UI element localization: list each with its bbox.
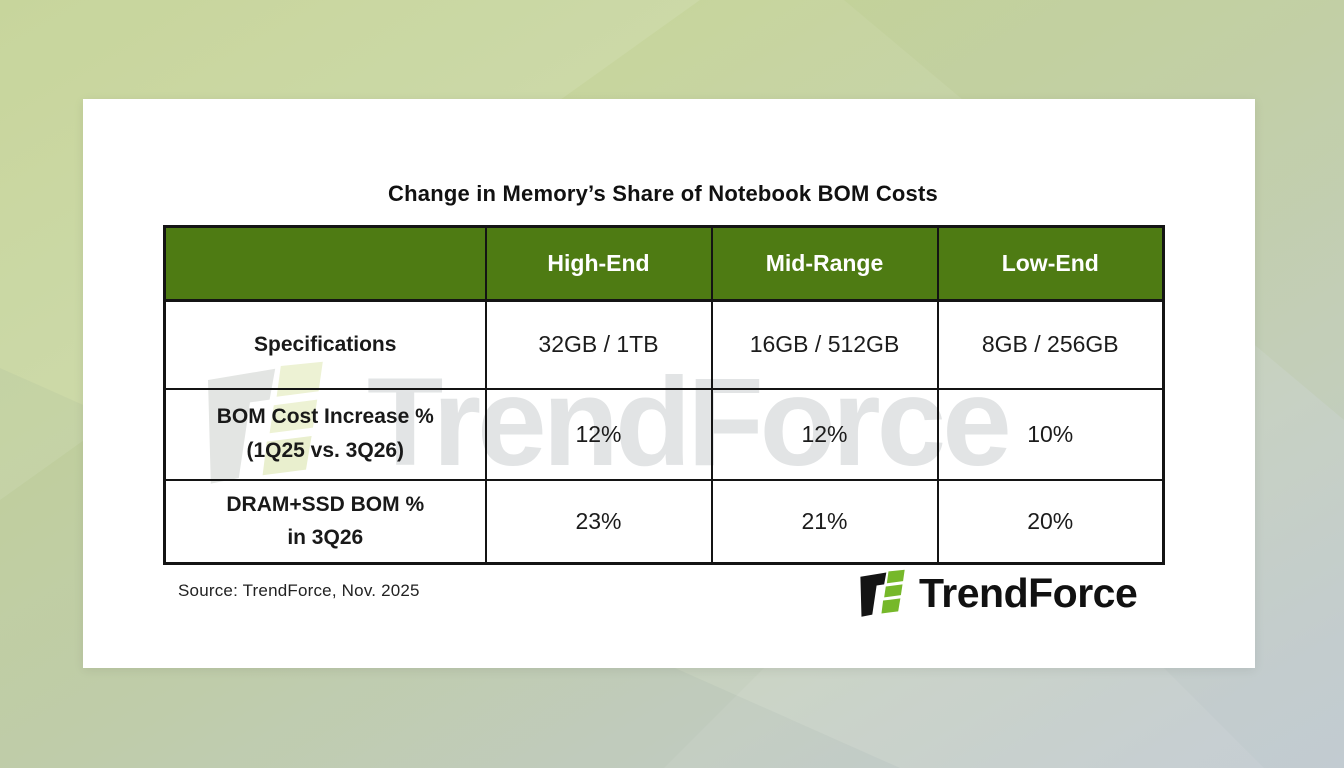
row-label-line1: DRAM+SSD BOM % [226, 492, 425, 516]
row-label-line1: Specifications [254, 332, 397, 356]
table-cell: 16GB / 512GB [710, 299, 939, 390]
row-label-line1: BOM Cost Increase % [216, 405, 434, 429]
header-cell-empty [163, 225, 487, 302]
trendforce-logo-text: TrendForce [919, 569, 1138, 616]
trendforce-logo: TrendForce [855, 565, 1138, 621]
table-cell: 32GB / 1TB [484, 299, 713, 390]
header-cell-low-end: Low-End [936, 225, 1165, 302]
table-row-specifications: Specifications 32GB / 1TB 16GB / 512GB 8… [163, 299, 1165, 390]
table-cell: 12% [484, 387, 713, 481]
table-header-row: High-End Mid-Range Low-End [163, 225, 1165, 302]
infographic-card: Change in Memory’s Share of Notebook BOM… [83, 99, 1255, 668]
table-row-bom-cost-increase: BOM Cost Increase % (1Q25 vs. 3Q26) 12% … [163, 387, 1165, 481]
table-cell: 20% [936, 478, 1165, 565]
table-cell: 12% [710, 387, 939, 481]
bom-cost-table: High-End Mid-Range Low-End Specification… [163, 225, 1165, 565]
header-cell-mid-range: Mid-Range [710, 225, 939, 302]
row-label-cell: DRAM+SSD BOM % in 3Q26 [163, 478, 487, 565]
table-cell: 10% [936, 387, 1165, 481]
table-cell: 23% [484, 478, 713, 565]
page-title: Change in Memory’s Share of Notebook BOM… [388, 181, 938, 206]
table-cell: 8GB / 256GB [936, 299, 1165, 390]
table-cell: 21% [710, 478, 939, 565]
source-note: Source: TrendForce, Nov. 2025 [178, 581, 420, 600]
trendforce-logo-icon [860, 569, 905, 617]
header-cell-high-end: High-End [484, 225, 713, 302]
row-label-line2: in 3Q26 [287, 526, 364, 550]
row-label-line2: (1Q25 vs. 3Q26) [246, 439, 405, 462]
table-row-dram-ssd-bom: DRAM+SSD BOM % in 3Q26 23% 21% 20% [163, 478, 1165, 565]
row-label-cell: Specifications [163, 299, 487, 390]
row-label-cell: BOM Cost Increase % (1Q25 vs. 3Q26) [163, 387, 487, 481]
